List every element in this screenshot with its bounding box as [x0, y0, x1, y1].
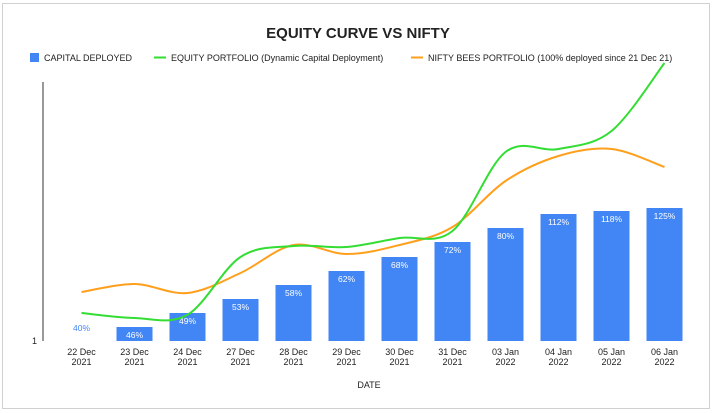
line-equity-portfolio [81, 62, 666, 322]
x-tick-label: 2021 [442, 357, 462, 367]
x-tick-label: 2021 [230, 357, 250, 367]
line-series-group [81, 62, 666, 322]
bar-data-label: 80% [497, 231, 514, 241]
x-tick-label: 05 Jan [598, 347, 625, 357]
bar [434, 242, 471, 341]
x-tick-label: 24 Dec [173, 347, 202, 357]
x-tick-label: 30 Dec [385, 347, 414, 357]
bar-data-label: 53% [232, 302, 249, 312]
x-tick-label: 04 Jan [545, 347, 572, 357]
x-tick-label: 2021 [124, 357, 144, 367]
bar [540, 214, 577, 341]
x-tick-label: 2022 [548, 357, 568, 367]
line-nifty-bees-portfolio [81, 147, 665, 295]
x-tick-label: 2021 [389, 357, 409, 367]
x-tick-label: 27 Dec [226, 347, 255, 357]
bar-data-label: 40% [73, 323, 90, 333]
bar [222, 299, 259, 341]
bar-data-label: 118% [601, 214, 623, 224]
bar-data-label: 112% [548, 217, 570, 227]
bar [646, 208, 683, 341]
bar [593, 211, 630, 341]
legend: CAPITAL DEPLOYED EQUITY PORTFOLIO (Dynami… [30, 53, 672, 63]
legend-label-capital-deployed: CAPITAL DEPLOYED [44, 53, 133, 63]
bar-data-label: 125% [654, 211, 676, 221]
x-tick-label: 2022 [601, 357, 621, 367]
bar-data-label: 58% [285, 288, 302, 298]
x-tick-label: 06 Jan [651, 347, 678, 357]
bar-data-label: 68% [391, 260, 408, 270]
x-tick-label: 28 Dec [279, 347, 308, 357]
x-tick-label: 23 Dec [120, 347, 149, 357]
x-tick-label: 2022 [495, 357, 515, 367]
x-tick-label: 2022 [654, 357, 674, 367]
y-tick-label: 1 [32, 336, 37, 346]
legend-label-equity-portfolio: EQUITY PORTFOLIO (Dynamic Capital Deploy… [171, 53, 383, 63]
bar-data-label: 62% [338, 274, 355, 284]
x-tick-label: 31 Dec [438, 347, 467, 357]
bar-series-capital-deployed: 40% 46% 49% 53% 58% 62% 68% 72% 80% 112% 118% 125% [73, 208, 683, 341]
x-tick-label: 2021 [336, 357, 356, 367]
chart-title: EQUITY CURVE VS NIFTY [266, 25, 450, 42]
legend-swatch-capital-deployed [30, 53, 39, 62]
bar-data-label: 49% [179, 316, 196, 326]
legend-label-nifty-bees: NIFTY BEES PORTFOLIO (100% deployed sinc… [428, 53, 672, 63]
bar-data-label: 72% [444, 245, 461, 255]
x-tick-label: 03 Jan [492, 347, 519, 357]
x-tick-label: 2021 [71, 357, 91, 367]
x-tick-label: 2021 [177, 357, 197, 367]
chart-frame: EQUITY CURVE VS NIFTY CAPITAL DEPLOYED EQ… [2, 3, 710, 409]
x-tick-label: 2021 [283, 357, 303, 367]
x-tick-label: 29 Dec [332, 347, 361, 357]
bar [275, 285, 312, 341]
x-tick-label: 22 Dec [67, 347, 96, 357]
bar [116, 327, 153, 341]
x-axis-title: DATE [357, 380, 380, 390]
bar [487, 228, 524, 341]
bar [328, 271, 365, 341]
bar [381, 257, 418, 341]
equity-curve-chart: EQUITY CURVE VS NIFTY CAPITAL DEPLOYED EQ… [30, 25, 683, 390]
bar [169, 313, 206, 341]
bar-data-label: 46% [126, 330, 143, 340]
